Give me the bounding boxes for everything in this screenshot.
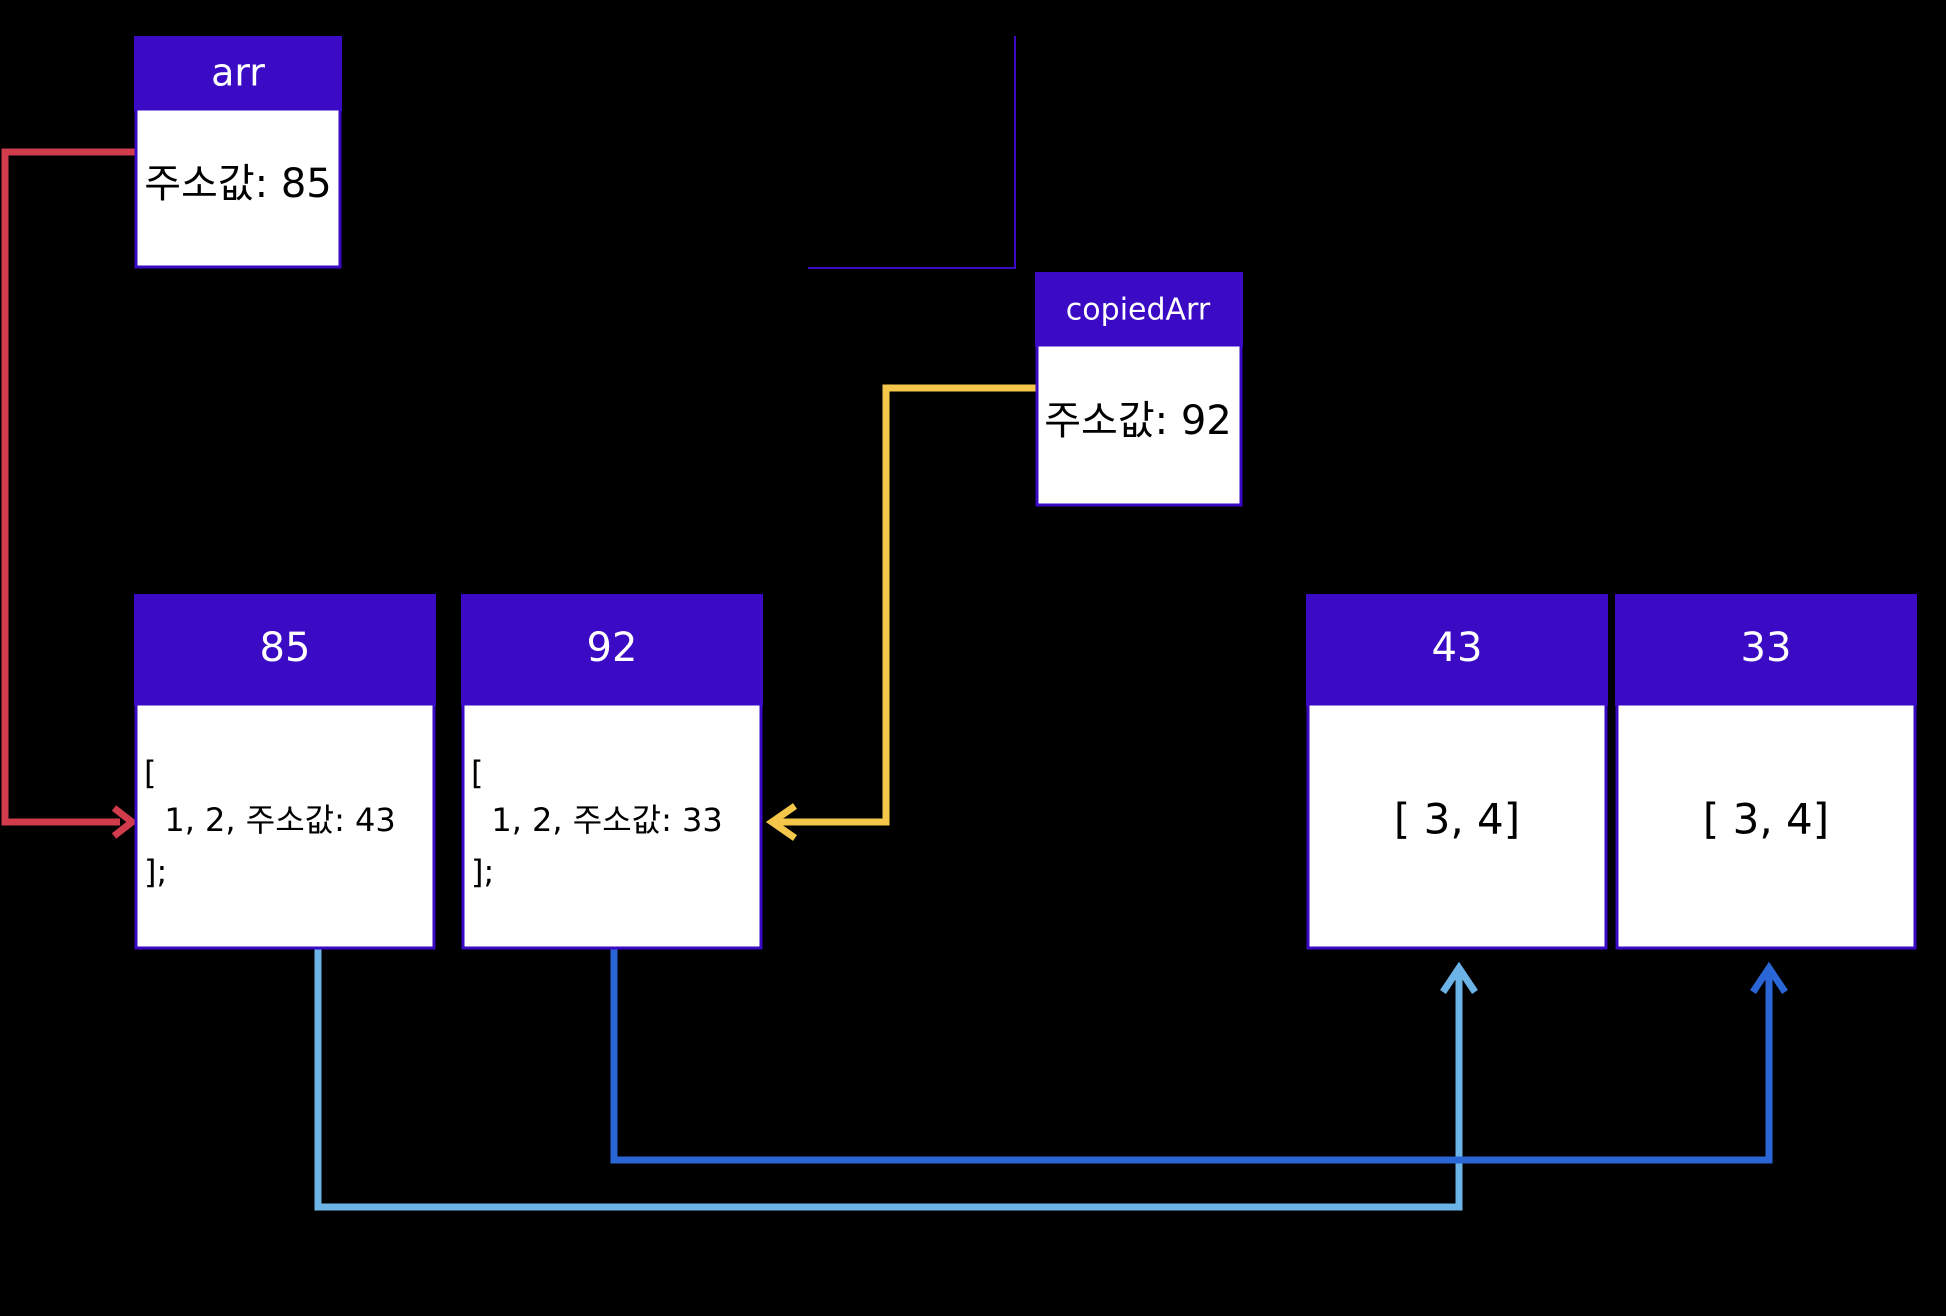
heap-address: 43 bbox=[1432, 625, 1483, 671]
variable-header bbox=[134, 36, 342, 111]
heap-body bbox=[1306, 702, 1608, 950]
variable-body bbox=[1035, 343, 1243, 507]
heap-address: 92 bbox=[587, 625, 638, 671]
arrowhead-arr-to-85 bbox=[111, 805, 138, 839]
variable-name: copiedArr bbox=[1066, 293, 1211, 328]
heap-line-values: 1, 2, 주소값: 33 bbox=[471, 801, 723, 839]
heap-line-values: 1, 2, 주소값: 43 bbox=[144, 801, 396, 839]
variable-box-copiedarr: copiedArr 주소값: 92 bbox=[1035, 272, 1243, 507]
heap-box-85: 85 [ 1, 2, 주소값: 43 ]; bbox=[134, 594, 436, 950]
arrowhead-copiedarr-to-92 bbox=[765, 803, 797, 841]
heap-body bbox=[134, 702, 436, 950]
heap-content: [ 3, 4] bbox=[1703, 795, 1829, 844]
heap-content: [ 3, 4] bbox=[1394, 795, 1520, 844]
heap-header bbox=[461, 594, 763, 706]
heap-box-92: 92 [ 1, 2, 주소값: 33 ]; bbox=[461, 594, 763, 950]
heap-body bbox=[461, 702, 763, 950]
heap-header bbox=[1306, 594, 1608, 706]
heap-line-close: ]; bbox=[471, 853, 494, 891]
arrow-copiedarr-to-92 bbox=[778, 384, 1036, 826]
variable-body bbox=[134, 107, 342, 269]
arrowhead-92-to-33 bbox=[1750, 961, 1788, 994]
heap-header bbox=[1615, 594, 1917, 706]
arrows bbox=[1, 36, 1788, 1211]
arrow-85-to-43 bbox=[314, 850, 1463, 1211]
heap-address: 85 bbox=[260, 625, 311, 671]
variable-box-arr: arr 주소값: 85 bbox=[134, 36, 342, 269]
heap-body bbox=[1615, 702, 1917, 950]
arrow-arr-to-85 bbox=[1, 148, 135, 826]
heap-line-open: [ bbox=[144, 754, 156, 792]
heap-line-close: ]; bbox=[144, 853, 167, 891]
arrow-92-to-33 bbox=[610, 846, 1773, 1164]
variable-value: 주소값: 92 bbox=[1044, 398, 1232, 444]
heap-line-open: [ bbox=[471, 754, 483, 792]
variable-name: arr bbox=[211, 51, 265, 95]
heap-address: 33 bbox=[1741, 625, 1792, 671]
heap-box-43: 43 [ 3, 4] bbox=[1306, 594, 1608, 950]
variable-value: 주소값: 85 bbox=[144, 161, 332, 207]
fragment-line bbox=[808, 36, 1016, 269]
heap-box-33: 33 [ 3, 4] bbox=[1615, 594, 1917, 950]
arrowhead-85-to-43 bbox=[1440, 961, 1478, 994]
